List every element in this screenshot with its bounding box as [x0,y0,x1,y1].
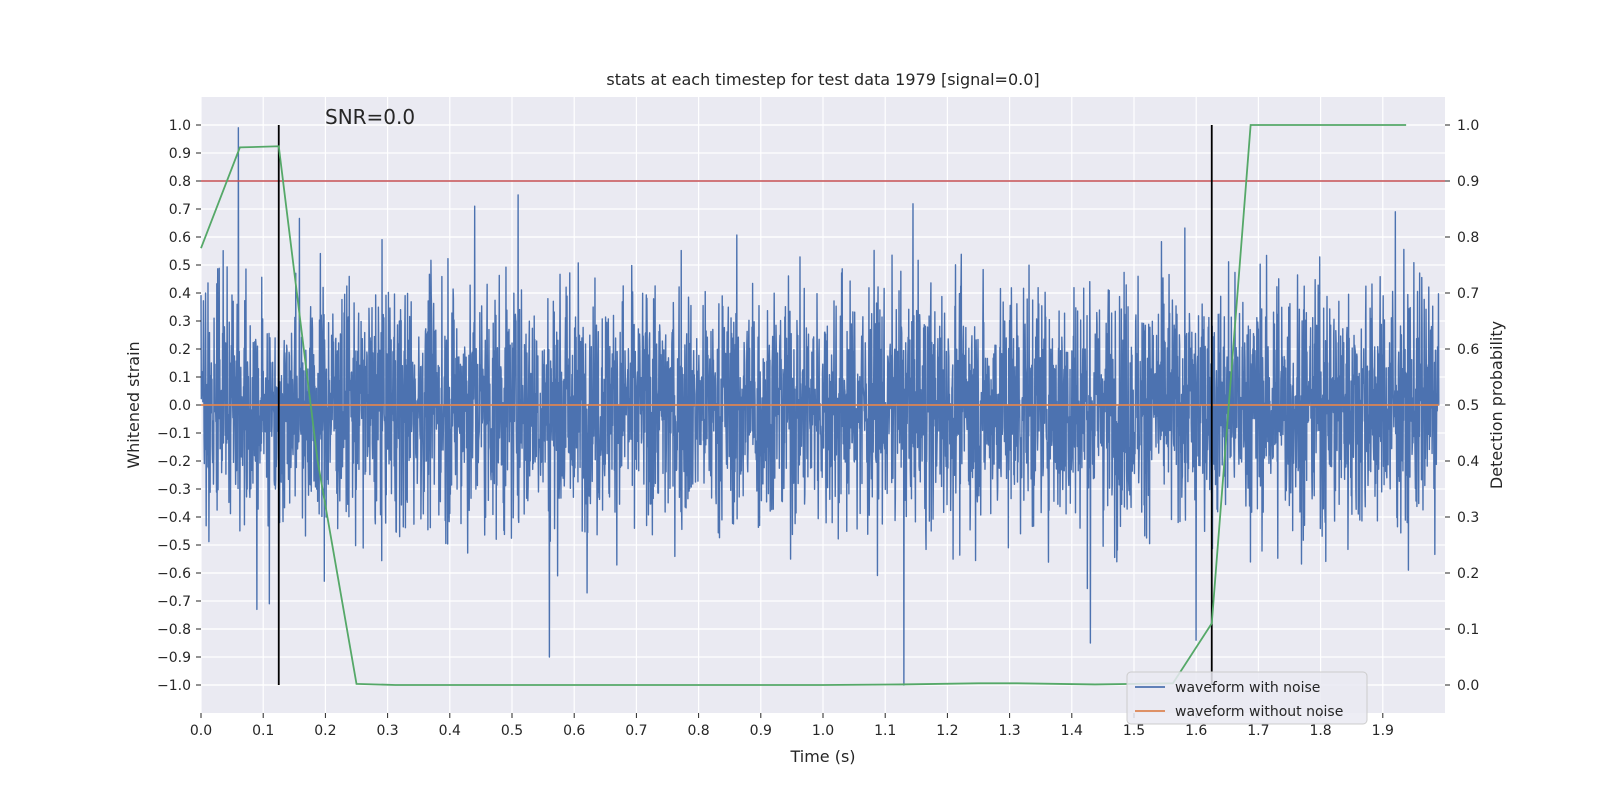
x-tick-label: 0.4 [439,723,461,739]
y-tick-label: 0.3 [169,314,191,330]
y2-tick-label: 0.7 [1457,286,1479,302]
y2-tick-label: 0.4 [1457,454,1479,470]
x-tick-label: 0.6 [563,723,585,739]
y-tick-label: −0.2 [157,454,191,470]
x-tick-label: 0.8 [687,723,709,739]
x-tick-label: 0.9 [750,723,772,739]
x-tick-label: 1.3 [998,723,1020,739]
x-tick-label: 0.5 [501,723,523,739]
y-tick-label: −0.1 [157,426,191,442]
x-tick-label: 0.1 [252,723,274,739]
y-tick-label: −0.6 [157,566,191,582]
legend: waveform with noise waveform without nois… [1126,671,1368,725]
y2-tick-label: 0.1 [1457,622,1479,638]
x-tick-label: 0.3 [376,723,398,739]
series-detection-probability [200,124,1407,686]
y-tick-label: −0.7 [157,594,191,610]
y2-tick-label: 0.9 [1457,174,1479,190]
x-tick-label: 1.6 [1185,723,1207,739]
legend-label: waveform without noise [1175,704,1343,720]
x-tick-label: 1.2 [936,723,958,739]
y2-tick-label: 0.3 [1457,510,1479,526]
legend-box [1126,671,1368,725]
y-tick-label: 0.4 [169,286,191,302]
y2-tick-label: 0.5 [1457,398,1479,414]
y-tick-label: 0.1 [169,370,191,386]
x-tick-label: 1.4 [1061,723,1083,739]
y2-tick-label: 0.6 [1457,342,1479,358]
x-tick-label: 1.1 [874,723,896,739]
ticks: 0.0 0.1 0.2 0.3 0.4 0.5 0.6 0.7 0.8 0.9 1.0 1.1 1.2 1… [157,118,1479,739]
y-axis-label: Whitened strain [124,341,143,468]
y-tick-label: −0.3 [157,482,191,498]
y-tick-label: 1.0 [169,118,191,134]
y-tick-label: −0.8 [157,622,191,638]
x-tick-label: 1.8 [1309,723,1331,739]
y2-tick-label: 1.0 [1457,118,1479,134]
x-tick-label: 1.5 [1123,723,1145,739]
y2-tick-label: 0.0 [1457,678,1479,694]
y-tick-label: −0.9 [157,650,191,666]
y2-axis-label: Detection probability [1487,321,1506,489]
y-tick-label: 0.2 [169,342,191,358]
chart-title: stats at each timestep for test data 197… [606,70,1039,89]
y-tick-label: 0.5 [169,258,191,274]
y-tick-label: 0.0 [169,398,191,414]
y-tick-label: 0.8 [169,174,191,190]
y-tick-label: 0.7 [169,202,191,218]
series-layer [200,124,1445,686]
y-tick-label: 0.9 [169,146,191,162]
y-tick-label: −0.4 [157,510,191,526]
y-tick-label: −0.5 [157,538,191,554]
x-axis-label: Time (s) [789,747,855,766]
snr-annotation: SNR=0.0 [325,105,415,129]
y2-tick-label: 0.8 [1457,230,1479,246]
x-tick-label: 1.9 [1372,723,1394,739]
series-waveform-with-noise [200,127,1440,686]
y-tick-label: −1.0 [157,678,191,694]
x-tick-label: 0.7 [625,723,647,739]
legend-label: waveform with noise [1175,680,1320,696]
x-tick-label: 1.7 [1247,723,1269,739]
y2-tick-label: 0.2 [1457,566,1479,582]
x-tick-label: 0.2 [314,723,336,739]
y-tick-label: 0.6 [169,230,191,246]
x-tick-label: 1.0 [812,723,834,739]
x-tick-label: 0.0 [190,723,212,739]
